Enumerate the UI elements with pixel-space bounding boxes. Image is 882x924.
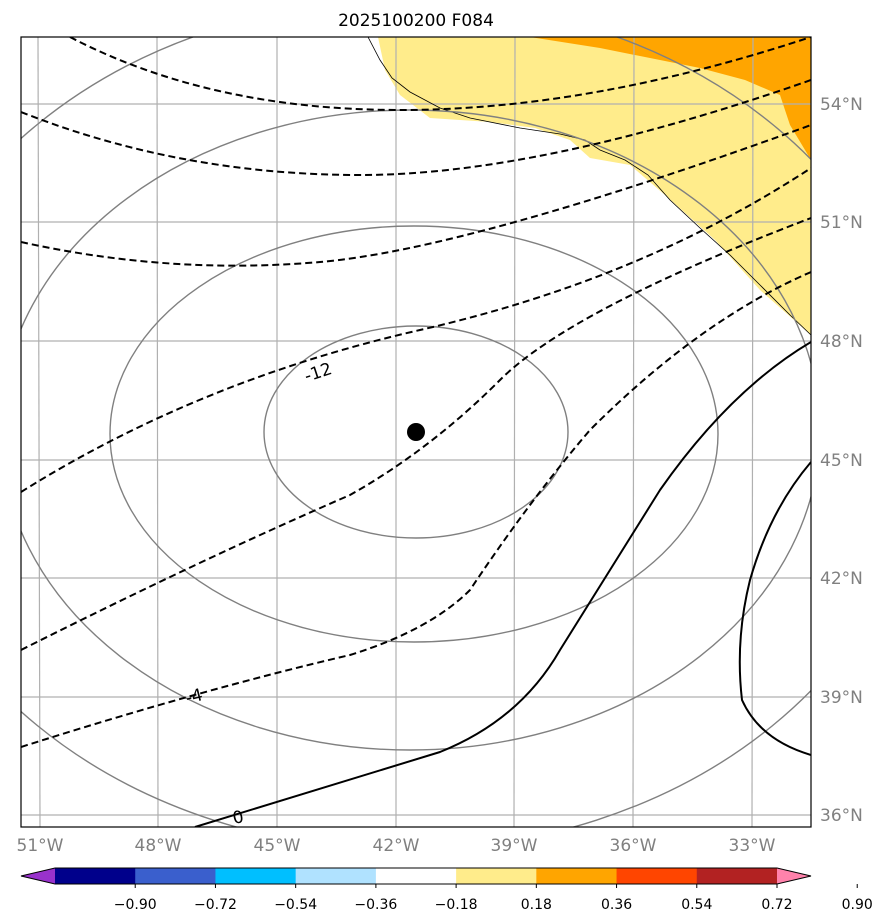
grey-contour xyxy=(263,325,569,539)
map-frame xyxy=(20,36,812,828)
lat-tick-label: 36°N xyxy=(820,806,863,826)
contour-label: -4 xyxy=(184,685,205,709)
colorbar-segment xyxy=(375,868,457,884)
dashed-contour xyxy=(21,271,811,748)
colorbar-tick-label: 0.90 xyxy=(842,897,873,913)
dashed-contour xyxy=(21,79,811,177)
colorbar-tick-label: −0.90 xyxy=(114,897,157,913)
colorbar-segment xyxy=(536,868,618,884)
storm-center-marker xyxy=(407,423,425,441)
lat-tick-label: 45°N xyxy=(820,451,863,471)
dashed-contour xyxy=(21,124,811,267)
lon-gridline xyxy=(156,37,159,827)
lon-tick-label: 48°W xyxy=(135,836,182,856)
solid-contours xyxy=(194,341,811,827)
colorbar-extend-low xyxy=(21,868,55,884)
colorbar-tick-label: 0.54 xyxy=(681,897,712,913)
grey-contour xyxy=(109,225,719,643)
colorbar-tick-label: −0.36 xyxy=(354,897,397,913)
lon-tick-label: 33°W xyxy=(729,836,776,856)
graticule xyxy=(21,37,811,827)
colorbar-segment xyxy=(616,868,698,884)
solid-contour xyxy=(194,341,811,827)
lat-tick-label: 51°N xyxy=(820,213,863,233)
solid-contour xyxy=(738,461,811,756)
coastline xyxy=(367,37,811,336)
lon-gridline xyxy=(37,37,41,827)
lon-tick-label: 36°W xyxy=(610,836,657,856)
colorbar-outline xyxy=(20,867,812,885)
colorbar-segment xyxy=(135,868,216,884)
lon-tick-label: 51°W xyxy=(17,836,64,856)
colorbar-segment xyxy=(55,868,136,884)
colorbar-tick-labels: −0.90 −0.72 −0.54 −0.36 −0.18 0.18 0.36 … xyxy=(114,897,873,913)
colorbar-tick-label: −0.54 xyxy=(274,897,317,913)
contour-label: 0 xyxy=(231,807,246,829)
lat-tick-label: 42°N xyxy=(820,569,863,589)
colorbar-tick-label: 0.72 xyxy=(761,897,792,913)
lon-tick-labels: 51°W 48°W 45°W 42°W 39°W 36°W 33°W xyxy=(17,836,776,856)
lat-tick-labels: 54°N 51°N 48°N 45°N 42°N 39°N 36°N xyxy=(820,95,863,826)
shading-orange xyxy=(530,37,811,160)
colorbar-segment xyxy=(295,868,377,884)
shading-light-yellow xyxy=(378,37,811,335)
colorbar-tick-label: −0.72 xyxy=(194,897,237,913)
lon-tick-label: 45°W xyxy=(254,836,301,856)
dashed-contours xyxy=(21,37,811,748)
dashed-contour xyxy=(21,217,811,651)
lon-gridline xyxy=(751,37,754,827)
colorbar-extend-high xyxy=(777,868,811,884)
colorbar-segment xyxy=(215,868,297,884)
lon-tick-label: 42°W xyxy=(373,836,420,856)
grey-contour xyxy=(21,109,811,751)
lat-tick-label: 48°N xyxy=(820,332,863,352)
lat-tick-label: 39°N xyxy=(820,688,863,708)
colorbar-segment xyxy=(696,868,778,884)
lat-tick-label: 54°N xyxy=(820,95,863,115)
lon-gridline xyxy=(513,37,516,827)
colorbar-tick-label: 0.18 xyxy=(521,897,552,913)
contour-label: -12 xyxy=(302,359,335,387)
colorbar-segment xyxy=(456,868,537,884)
colorbar xyxy=(20,867,858,888)
dashed-contour xyxy=(69,37,811,112)
colorbar-tick-label: −0.18 xyxy=(435,897,478,913)
lon-gridline xyxy=(632,37,635,827)
colorbar-tick-label: 0.36 xyxy=(601,897,632,913)
chart-title: 2025100200 F084 xyxy=(338,11,494,31)
lon-tick-label: 39°W xyxy=(491,836,538,856)
dashed-contour xyxy=(21,167,811,493)
